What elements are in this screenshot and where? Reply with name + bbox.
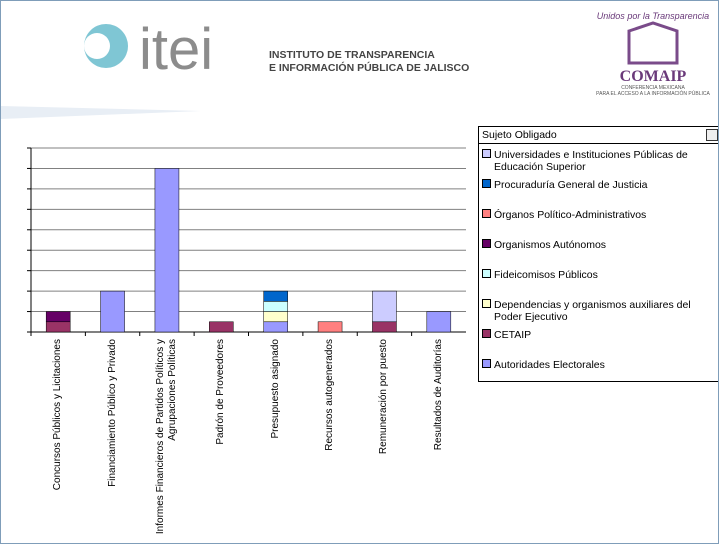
legend-label: CETAIP bbox=[494, 329, 532, 341]
partner-sub: PARA EL ACCESO A LA INFORMACIÓN PÚBLICA bbox=[596, 90, 710, 97]
x-tick-label: Financiamiento Público y Privado bbox=[106, 339, 118, 487]
legend-label: Fideicomisos Públicos bbox=[494, 269, 598, 281]
bar bbox=[263, 311, 288, 323]
bar bbox=[45, 311, 71, 323]
bar bbox=[372, 321, 397, 333]
legend-title-text: Sujeto Obligado bbox=[482, 129, 557, 141]
legend-entry: Procuraduría General de Justicia bbox=[482, 179, 718, 191]
x-tick-label: Resultados de Auditorías bbox=[432, 339, 444, 451]
legend-label: Procuraduría General de Justicia bbox=[494, 179, 648, 191]
legend-swatch bbox=[482, 329, 491, 338]
legend-label: Organismos Autónomos bbox=[494, 239, 607, 251]
bar bbox=[45, 321, 71, 333]
x-tick-label: Recursos autogenerados bbox=[324, 339, 336, 451]
legend-swatch bbox=[482, 299, 491, 308]
legend-label: Órganos Político-Administrativos bbox=[494, 209, 647, 221]
bar bbox=[317, 321, 343, 333]
motto: Unidos por la Transparencia bbox=[597, 11, 709, 21]
logo-icon bbox=[84, 33, 110, 59]
legend-swatch bbox=[482, 149, 491, 158]
legend-entry: Organismos Autónomos bbox=[482, 239, 718, 251]
bar bbox=[263, 301, 288, 312]
x-tick-label: Remuneración por puesto bbox=[378, 339, 390, 455]
bar bbox=[154, 168, 180, 333]
decor bbox=[1, 106, 201, 119]
partner-sub: CONFERENCIA MEXICANA bbox=[621, 85, 685, 91]
legend-entry: Autoridades Electorales bbox=[482, 359, 718, 371]
x-tick-label: Presupuesto asignado bbox=[269, 339, 281, 439]
legend-title: Sujeto Obligado bbox=[479, 127, 718, 144]
logo-text: itei bbox=[139, 17, 213, 82]
legend-entry: Dependencias y organismos auxiliares del… bbox=[482, 299, 718, 323]
legend-entry: Fideicomisos Públicos bbox=[482, 269, 718, 281]
legend-swatch bbox=[482, 209, 491, 218]
chart bbox=[23, 121, 471, 541]
dropdown-button[interactable] bbox=[706, 129, 718, 141]
bar bbox=[263, 321, 288, 333]
institute: INSTITUTO DE TRANSPARENCIA bbox=[269, 49, 435, 61]
partner-icon bbox=[627, 21, 679, 65]
legend-label: Autoridades Electorales bbox=[494, 359, 605, 371]
bar bbox=[372, 290, 397, 323]
bar bbox=[209, 321, 234, 333]
legend-swatch bbox=[482, 179, 491, 188]
legend-label: Dependencias y organismos auxiliares del… bbox=[494, 299, 691, 323]
legend-entry: Universidades e Instituciones Públicas d… bbox=[482, 149, 718, 173]
plot-area bbox=[23, 121, 471, 541]
legend-entry: CETAIP bbox=[482, 329, 718, 341]
bar bbox=[426, 311, 452, 333]
x-tick-label: Padrón de Proveedores bbox=[215, 339, 227, 445]
legend: Sujeto Obligado Universidades e Instituc… bbox=[478, 126, 718, 382]
legend-swatch bbox=[482, 359, 491, 368]
legend-label: Universidades e Instituciones Públicas d… bbox=[494, 149, 688, 173]
legend-entry: Órganos Político-Administrativos bbox=[482, 209, 718, 221]
legend-swatch bbox=[482, 239, 491, 248]
partner-name: COMAIP bbox=[620, 68, 687, 85]
legend-swatch bbox=[482, 269, 491, 278]
x-tick-label: Concursos Públicos y Licitaciones bbox=[52, 339, 64, 491]
institute: E INFORMACIÓN PÚBLICA DE JALISCO bbox=[269, 61, 469, 74]
bar bbox=[263, 290, 288, 302]
header: itei INSTITUTO DE TRANSPARENCIA E INFORM… bbox=[1, 11, 710, 119]
x-tick-label: Informes Financieros de Partidos Polític… bbox=[154, 339, 178, 535]
bar bbox=[100, 290, 125, 333]
